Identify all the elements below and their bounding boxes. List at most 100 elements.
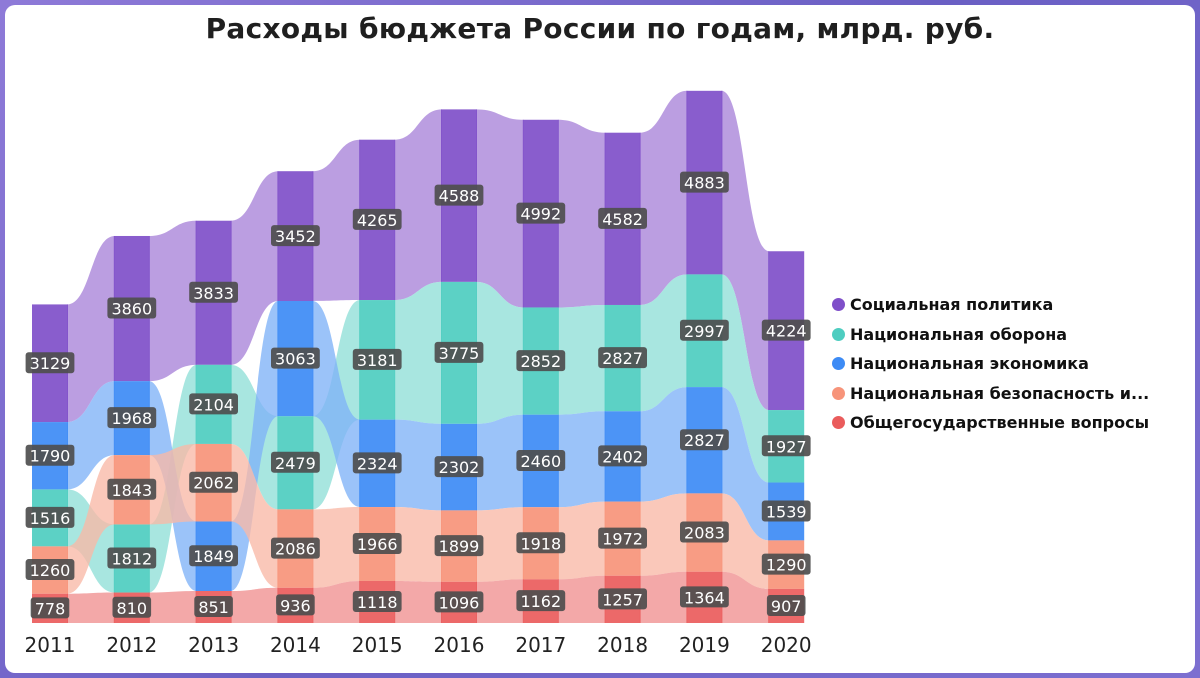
- ribbon-1-6: [557, 304, 606, 415]
- ribbon-2-0: [67, 381, 115, 490]
- ribbon-4-6: [557, 575, 606, 623]
- x-tick-2013: 2013: [188, 633, 239, 657]
- data-label-box-3-2016: [434, 535, 484, 557]
- ribbon-0-7: [639, 90, 688, 305]
- ribbon-3-1: [148, 443, 197, 525]
- legend-swatch: [832, 327, 845, 341]
- legend-item-4[interactable]: Общегосударственные вопросы: [832, 408, 1149, 438]
- data-label-4-2017: 1162: [520, 592, 561, 611]
- ribbon-4-0: [67, 592, 115, 623]
- data-label-box-2-2015: [352, 452, 402, 474]
- data-label-box-4-2017: [516, 590, 566, 612]
- ribbon-1-5: [476, 281, 524, 424]
- data-label-2-2018: 2402: [602, 447, 643, 466]
- legend-swatch: [832, 298, 845, 312]
- data-label-box-1-2014: [271, 451, 320, 473]
- legend-item-0[interactable]: Социальная политика: [832, 290, 1149, 320]
- data-label-box-3-2018: [598, 527, 647, 549]
- data-label-box-3-2019: [680, 521, 729, 543]
- ribbon-3-2: [230, 443, 279, 588]
- data-label-4-2019: 1364: [684, 588, 725, 607]
- legend-label: Социальная политика: [850, 295, 1054, 315]
- data-label-box-4-2012: [112, 596, 152, 618]
- data-label-box-4-2019: [680, 586, 729, 608]
- data-label-box-2-2012: [107, 407, 157, 429]
- ribbon-1-8: [721, 274, 770, 483]
- data-label-3-2020: 1290: [766, 556, 807, 575]
- ribbon-3-7: [639, 493, 688, 576]
- data-label-0-2011: 3129: [30, 354, 71, 373]
- data-label-box-1-2012: [107, 547, 157, 569]
- data-label-0-2020: 4224: [766, 322, 807, 341]
- data-label-box-1-2019: [680, 319, 729, 341]
- ribbon-0-5: [476, 109, 524, 308]
- ribbon-2-5: [476, 414, 524, 511]
- data-label-1-2016: 3775: [439, 344, 480, 363]
- data-label-box-2-2017: [516, 449, 566, 471]
- ribbon-3-3: [312, 507, 361, 588]
- data-label-4-2012: 810: [117, 599, 148, 618]
- chart-title: Расходы бюджета России по годам, млрд. р…: [205, 12, 995, 45]
- data-label-box-3-2020: [761, 553, 811, 575]
- data-label-box-4-2011: [30, 597, 70, 619]
- data-label-2-2012: 1968: [111, 409, 152, 428]
- data-label-4-2015: 1118: [357, 593, 398, 612]
- data-label-1-2011: 1516: [30, 509, 71, 528]
- data-label-0-2014: 3452: [275, 227, 316, 246]
- ribbon-4-8: [721, 571, 770, 623]
- data-label-2-2015: 2324: [357, 454, 398, 473]
- data-label-box-2-2018: [598, 445, 647, 467]
- data-label-2-2019: 2827: [684, 431, 725, 450]
- data-label-box-3-2014: [271, 537, 320, 559]
- data-label-4-2020: 907: [771, 597, 802, 616]
- ribbon-0-2: [230, 171, 279, 365]
- data-label-box-1-2017: [516, 350, 566, 372]
- legend-item-2[interactable]: Национальная экономика: [832, 349, 1149, 379]
- data-label-1-2014: 2479: [275, 454, 316, 473]
- data-label-box-0-2012: [107, 297, 157, 319]
- ribbon-0-1: [148, 220, 197, 382]
- legend-label: Национальная безопасность и...: [850, 383, 1150, 403]
- data-label-2-2013: 1849: [193, 547, 234, 566]
- data-label-box-2-2016: [434, 456, 484, 478]
- data-label-box-1-2020: [761, 435, 811, 457]
- x-tick-2019: 2019: [679, 633, 730, 657]
- ribbon-2-6: [557, 411, 606, 508]
- data-label-0-2017: 4992: [520, 205, 561, 224]
- data-label-1-2012: 1812: [111, 549, 152, 568]
- ribbon-4-2: [230, 587, 279, 623]
- data-label-box-4-2013: [194, 596, 233, 618]
- ribbon-4-1: [148, 591, 197, 623]
- legend-swatch: [832, 416, 845, 430]
- data-label-3-2019: 2083: [684, 524, 725, 543]
- legend-item-1[interactable]: Национальная оборона: [832, 320, 1149, 350]
- data-label-box-4-2015: [352, 590, 402, 612]
- data-label-box-1-2011: [25, 506, 75, 528]
- data-label-box-0-2019: [680, 171, 729, 193]
- data-label-3-2011: 1260: [30, 561, 71, 580]
- data-label-box-4-2016: [434, 591, 484, 613]
- ribbon-0-6: [557, 119, 606, 308]
- data-label-box-3-2012: [107, 478, 157, 500]
- ribbon-4-5: [476, 579, 524, 623]
- data-label-box-4-2014: [276, 594, 315, 616]
- data-label-box-2-2019: [680, 429, 729, 451]
- data-label-2-2014: 3063: [275, 350, 316, 369]
- x-tick-2015: 2015: [352, 633, 403, 657]
- data-label-3-2012: 1843: [111, 481, 152, 500]
- data-label-1-2019: 2997: [684, 322, 725, 341]
- data-label-2-2020: 1539: [766, 502, 807, 521]
- data-label-4-2016: 1096: [439, 593, 480, 612]
- data-label-box-1-2016: [434, 341, 484, 363]
- ribbon-3-6: [557, 501, 606, 580]
- data-label-box-0-2016: [434, 184, 484, 206]
- ribbon-4-3: [312, 580, 361, 623]
- legend-item-3[interactable]: Национальная безопасность и...: [832, 379, 1149, 409]
- data-label-0-2012: 3860: [111, 300, 152, 319]
- data-label-3-2018: 1972: [602, 530, 643, 549]
- legend-label: Общегосударственные вопросы: [850, 413, 1150, 433]
- data-label-box-0-2018: [598, 207, 647, 229]
- ribbon-3-0: [67, 455, 115, 594]
- data-label-1-2020: 1927: [766, 437, 807, 456]
- data-label-4-2011: 778: [35, 599, 66, 618]
